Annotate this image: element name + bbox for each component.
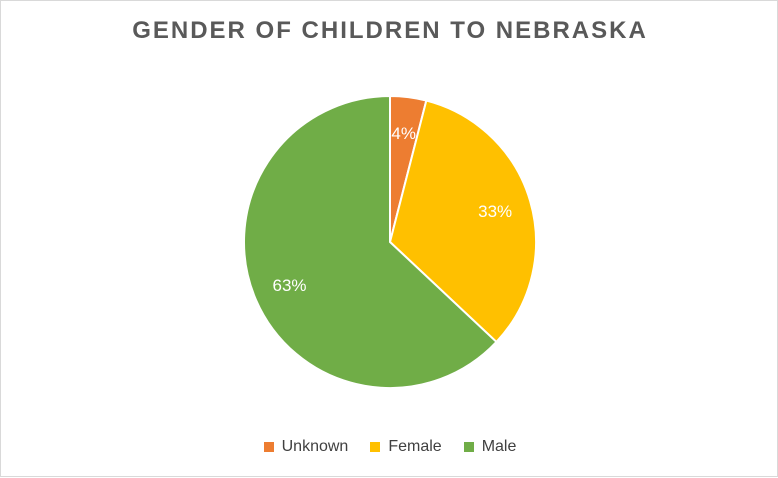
legend-label-male: Male [481,438,517,455]
legend-swatch-female [370,442,381,452]
legend-item-female: Female [370,438,442,456]
pie-slice-female [388,99,537,344]
legend-swatch-male [463,442,474,452]
legend-item-unknown: Unknown [263,438,349,456]
legend-label-female: Female [388,438,442,455]
chart-title: GENDER OF CHILDREN TO NEBRASKA [132,17,648,44]
legend: Unknown Female Male [1,438,778,456]
legend-swatch-unknown [263,442,274,452]
pie-slice-male [243,94,498,389]
pie-data-labels: 4% 33% 63% [272,124,512,295]
pie-slices [243,94,537,389]
data-label-unknown: 4% [391,124,416,143]
legend-label-unknown: Unknown [281,438,349,455]
data-label-female: 33% [478,202,512,221]
legend-item-male: Male [463,438,517,456]
data-label-male: 63% [272,276,306,295]
